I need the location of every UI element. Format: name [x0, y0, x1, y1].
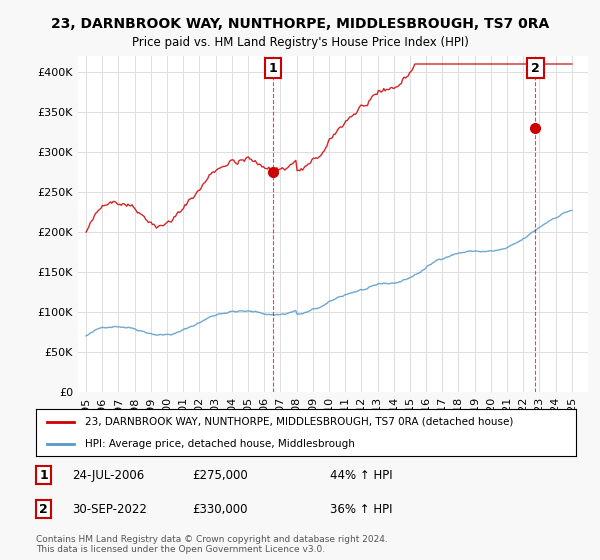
Text: £275,000: £275,000: [192, 469, 248, 482]
Text: 30-SEP-2022: 30-SEP-2022: [72, 502, 147, 516]
Text: Price paid vs. HM Land Registry's House Price Index (HPI): Price paid vs. HM Land Registry's House …: [131, 36, 469, 49]
Text: £330,000: £330,000: [192, 502, 248, 516]
Text: 44% ↑ HPI: 44% ↑ HPI: [330, 469, 392, 482]
Text: 1: 1: [39, 469, 48, 482]
Text: 24-JUL-2006: 24-JUL-2006: [72, 469, 144, 482]
Text: Contains HM Land Registry data © Crown copyright and database right 2024.
This d: Contains HM Land Registry data © Crown c…: [36, 535, 388, 554]
Text: 2: 2: [39, 502, 48, 516]
Text: 23, DARNBROOK WAY, NUNTHORPE, MIDDLESBROUGH, TS7 0RA: 23, DARNBROOK WAY, NUNTHORPE, MIDDLESBRO…: [51, 17, 549, 31]
Text: 23, DARNBROOK WAY, NUNTHORPE, MIDDLESBROUGH, TS7 0RA (detached house): 23, DARNBROOK WAY, NUNTHORPE, MIDDLESBRO…: [85, 417, 513, 427]
Text: HPI: Average price, detached house, Middlesbrough: HPI: Average price, detached house, Midd…: [85, 438, 355, 449]
Text: 1: 1: [269, 62, 278, 74]
Text: 2: 2: [531, 62, 540, 74]
Text: 36% ↑ HPI: 36% ↑ HPI: [330, 502, 392, 516]
